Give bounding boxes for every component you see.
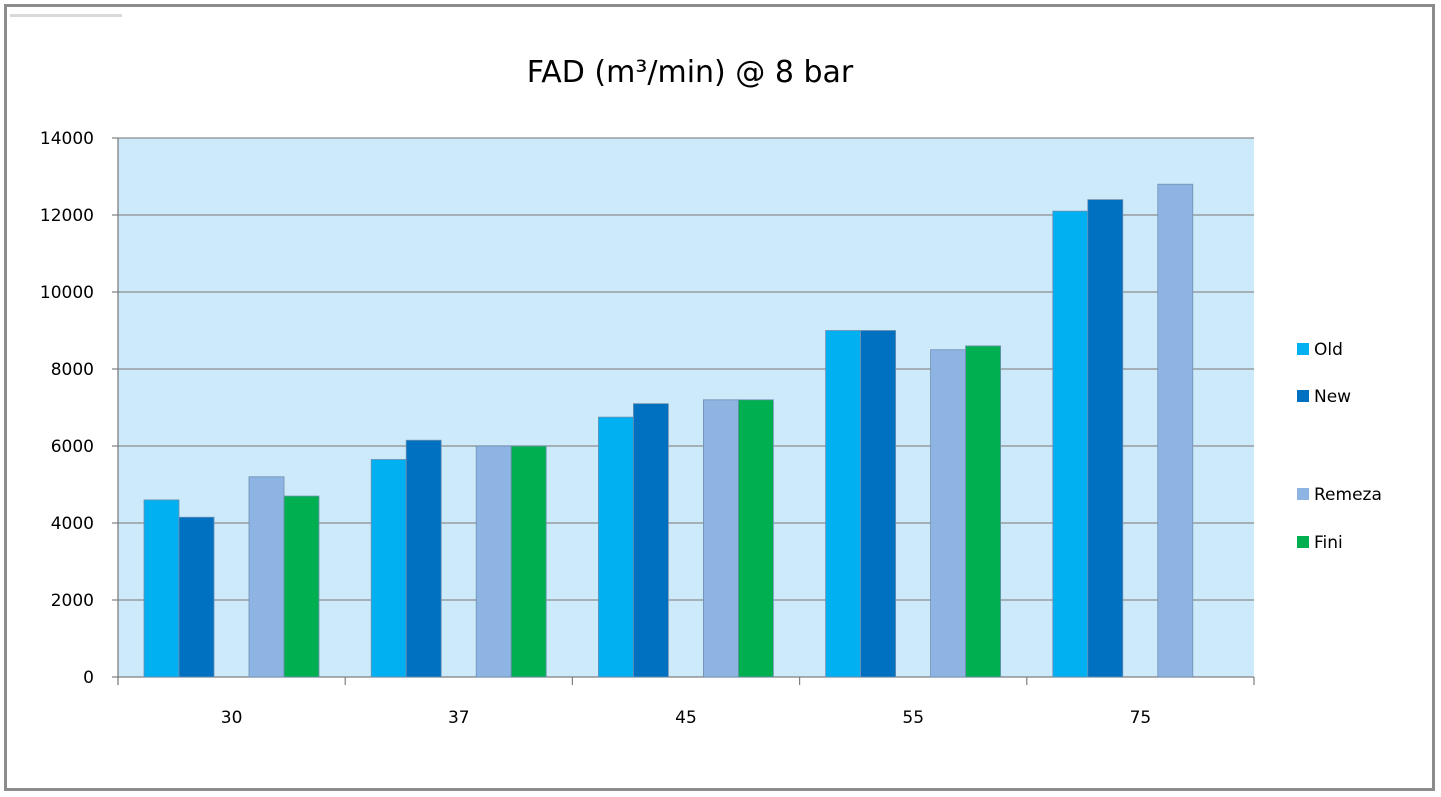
y-tick-label: 12000 xyxy=(40,206,94,226)
bar-old-30 xyxy=(143,499,180,678)
bar-remeza-45 xyxy=(703,399,739,678)
bar-fini-30 xyxy=(283,495,320,678)
legend-swatch-remeza xyxy=(1297,488,1309,500)
bar-new-45 xyxy=(633,403,669,678)
legend-label-fini: Fini xyxy=(1314,533,1343,553)
bar-fini-45 xyxy=(738,399,774,678)
bar-new-75 xyxy=(1087,199,1124,678)
x-tick-label: 37 xyxy=(448,708,470,728)
bar-remeza-30 xyxy=(248,476,285,678)
bar-old-75 xyxy=(1052,210,1089,678)
bar-remeza-75 xyxy=(1157,183,1194,678)
y-tick-label: 6000 xyxy=(51,437,94,457)
bar-fini-55 xyxy=(965,345,1001,678)
legend-swatch-new xyxy=(1297,390,1309,402)
bar-new-30 xyxy=(178,516,215,678)
x-tick-label: 75 xyxy=(1130,708,1152,728)
legend-swatch-fini xyxy=(1297,536,1309,548)
legend-swatch-old xyxy=(1297,343,1309,355)
x-tick-label: 30 xyxy=(221,708,243,728)
x-tick-label: 45 xyxy=(675,708,697,728)
y-tick-label: 8000 xyxy=(51,360,94,380)
plot-area: 0 2000 4000 6000 8000 10000 12000 14000 30 37 45 55… xyxy=(40,129,1255,728)
y-tick-label: 14000 xyxy=(40,129,94,149)
bar-remeza-37 xyxy=(475,445,512,678)
bar-old-45 xyxy=(598,416,634,678)
bar-old-55 xyxy=(825,330,861,678)
legend-label-remeza: Remeza xyxy=(1314,485,1382,505)
chart-title: FAD (m³/min) @ 8 bar xyxy=(527,55,854,90)
x-tick-label: 55 xyxy=(902,708,924,728)
bar-new-37 xyxy=(405,439,442,678)
legend: Old New Remeza Fini xyxy=(1297,340,1382,553)
y-tick-label: 10000 xyxy=(40,283,94,303)
bar-old-37 xyxy=(370,459,407,678)
y-tick-label: 2000 xyxy=(51,591,94,611)
legend-label-new: New xyxy=(1314,387,1351,407)
y-tick-label: 4000 xyxy=(51,514,94,534)
y-tick-label: 0 xyxy=(83,668,94,688)
bar-fini-37 xyxy=(510,445,547,678)
bar-remeza-55 xyxy=(930,349,966,678)
legend-label-old: Old xyxy=(1314,340,1343,360)
frame-tab-mark xyxy=(10,14,122,17)
bar-new-55 xyxy=(860,330,896,678)
